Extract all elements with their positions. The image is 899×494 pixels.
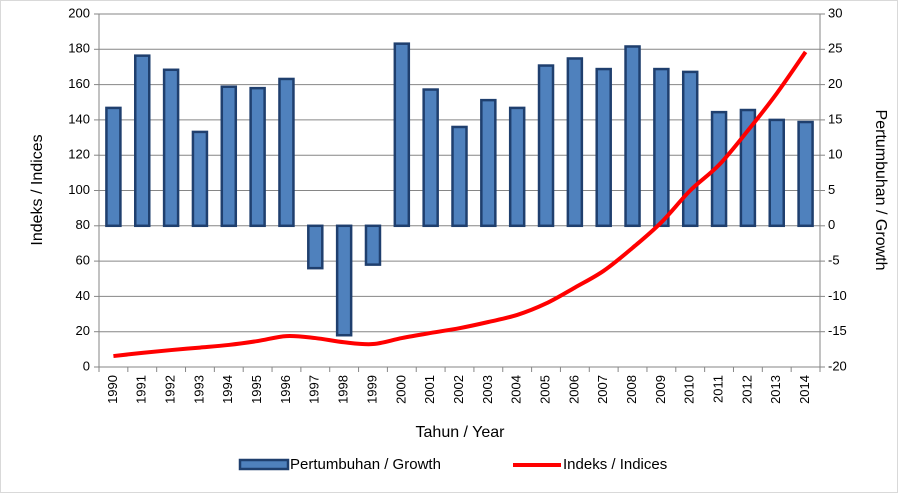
y-tick-label: 40 bbox=[76, 288, 90, 303]
x-tick-label: 2008 bbox=[624, 375, 639, 404]
y-tick-label: 200 bbox=[68, 5, 90, 20]
bar bbox=[307, 224, 324, 270]
bar bbox=[480, 98, 497, 228]
x-tick-label: 2013 bbox=[768, 375, 783, 404]
bar bbox=[335, 224, 353, 337]
bar bbox=[364, 224, 382, 266]
y2-tick-label: -20 bbox=[828, 358, 847, 373]
x-tick-label: 2001 bbox=[422, 375, 437, 404]
y-tick-label: 120 bbox=[68, 147, 90, 162]
y2-tick-label: 5 bbox=[828, 182, 835, 197]
bar bbox=[624, 45, 641, 228]
y2-tick-label: 20 bbox=[828, 76, 842, 91]
x-tick-label: 1994 bbox=[220, 375, 235, 404]
x-tick-label: 1998 bbox=[336, 375, 351, 404]
y2-tick-label: -10 bbox=[828, 288, 847, 303]
y2-tick-label: 30 bbox=[828, 5, 842, 20]
x-tick-label: 2004 bbox=[509, 375, 524, 404]
x-tick-label: 2014 bbox=[797, 375, 812, 404]
x-tick-label: 1993 bbox=[191, 375, 206, 404]
x-tick-label: 2000 bbox=[393, 375, 408, 404]
y-tick-label: 0 bbox=[83, 358, 90, 373]
bar bbox=[537, 64, 555, 228]
y-tick-label: 100 bbox=[68, 182, 90, 197]
y-tick-label: 180 bbox=[68, 41, 90, 56]
y-tick-label: 20 bbox=[76, 323, 90, 338]
x-tick-label: 1995 bbox=[249, 375, 264, 404]
bar bbox=[162, 68, 180, 228]
x-tick-label: 2007 bbox=[595, 375, 610, 404]
x-tick-label: 1990 bbox=[105, 375, 120, 404]
y2-tick-label: -15 bbox=[828, 323, 847, 338]
x-axis-title: Tahun / Year bbox=[416, 424, 506, 441]
line bbox=[113, 50, 808, 359]
bar bbox=[220, 85, 238, 228]
bar bbox=[653, 67, 670, 228]
y2-axis-title: Pertumbuhan / Growth bbox=[872, 110, 889, 271]
y-tick-label: 140 bbox=[68, 111, 90, 126]
x-tick-label: 2003 bbox=[480, 375, 495, 404]
bar bbox=[422, 88, 439, 228]
x-tick-label: 2012 bbox=[739, 375, 754, 404]
bar bbox=[134, 54, 151, 228]
x-tick-label: 2009 bbox=[653, 375, 668, 404]
x-tick-label: 1997 bbox=[307, 375, 322, 404]
x-tick-label: 2002 bbox=[451, 375, 466, 404]
y-axis-title: Indeks / Indices bbox=[29, 134, 46, 245]
bar bbox=[393, 42, 411, 228]
bar bbox=[768, 118, 785, 228]
y2-tick-label: 10 bbox=[828, 147, 842, 162]
bar bbox=[681, 70, 699, 228]
x-tick-label: 2005 bbox=[537, 375, 552, 404]
bar bbox=[508, 106, 526, 228]
legend-label: Pertumbuhan / Growth bbox=[290, 456, 441, 473]
bar bbox=[278, 77, 295, 228]
legend-swatch bbox=[238, 458, 290, 471]
bar bbox=[797, 120, 814, 228]
x-tick-label: 2006 bbox=[566, 375, 581, 404]
y2-tick-label: 0 bbox=[828, 217, 835, 232]
bar bbox=[105, 106, 122, 228]
y2-tick-label: -5 bbox=[828, 253, 840, 268]
x-tick-label: 1991 bbox=[134, 375, 149, 404]
y-tick-label: 160 bbox=[68, 76, 90, 91]
bar bbox=[739, 108, 757, 228]
bar bbox=[191, 130, 209, 228]
y2-tick-label: 25 bbox=[828, 41, 842, 56]
legend-label: Indeks / Indices bbox=[563, 456, 667, 473]
y-tick-label: 80 bbox=[76, 217, 90, 232]
y2-tick-label: 15 bbox=[828, 111, 842, 126]
bar bbox=[451, 125, 468, 228]
bar bbox=[595, 67, 612, 228]
bar bbox=[566, 57, 584, 228]
x-tick-label: 1992 bbox=[163, 375, 178, 404]
x-tick-label: 2010 bbox=[682, 375, 697, 404]
x-tick-label: 1999 bbox=[364, 375, 379, 404]
bar bbox=[249, 86, 266, 228]
x-tick-label: 1996 bbox=[278, 375, 293, 404]
y-tick-label: 60 bbox=[76, 253, 90, 268]
x-tick-label: 2011 bbox=[710, 375, 725, 403]
